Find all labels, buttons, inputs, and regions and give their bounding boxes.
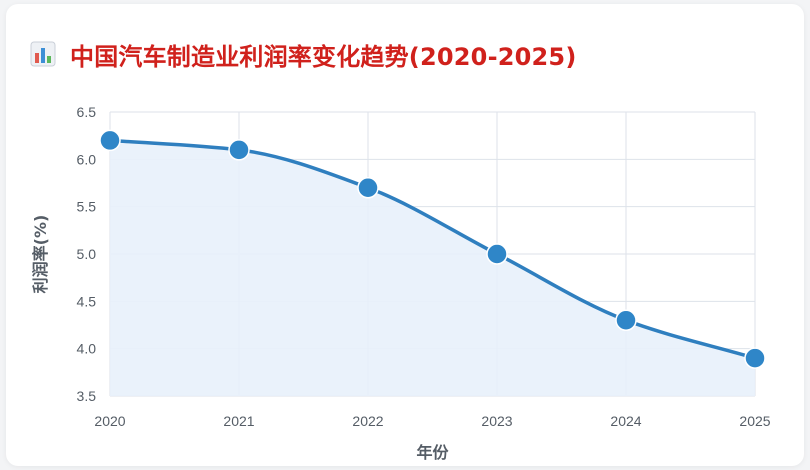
bar-chart-icon <box>30 41 56 67</box>
data-point-2021[interactable] <box>228 139 250 161</box>
data-point-2025[interactable] <box>744 347 766 369</box>
chart-header: 中国汽车制造业利润率变化趋势(2020-2025) <box>30 36 577 72</box>
data-points <box>99 129 766 369</box>
y-axis-ticks: 3.5 4.0 4.5 5.0 5.5 6.0 6.5 <box>77 104 97 404</box>
area-fill <box>110 140 755 396</box>
chart-title: 中国汽车制造业利润率变化趋势(2020-2025) <box>70 42 577 71</box>
y-tick-label: 4.5 <box>77 293 97 309</box>
y-tick-label: 6.0 <box>77 151 97 167</box>
y-tick-label: 5.0 <box>77 246 97 262</box>
x-tick-label: 2025 <box>739 413 770 429</box>
x-tick-label: 2021 <box>223 413 254 429</box>
data-point-2024[interactable] <box>615 309 637 332</box>
series-line <box>108 138 757 360</box>
y-tick-label: 6.5 <box>77 104 97 120</box>
x-tick-label: 2024 <box>610 413 641 429</box>
y-tick-label: 5.5 <box>77 199 97 215</box>
y-tick-label: 4.0 <box>77 341 97 357</box>
data-point-2023[interactable] <box>486 243 508 265</box>
x-axis-title: 年份 <box>416 443 449 462</box>
data-point-2020[interactable] <box>99 129 121 152</box>
x-axis-ticks: 2020 2021 2022 2023 2024 2025 <box>94 413 770 429</box>
x-tick-label: 2023 <box>481 413 512 429</box>
x-tick-label: 2020 <box>94 413 125 429</box>
x-tick-label: 2022 <box>352 413 383 429</box>
data-point-2022[interactable] <box>357 176 379 199</box>
y-tick-label: 3.5 <box>77 388 97 404</box>
y-axis-title: 利润率(%) <box>31 215 50 294</box>
